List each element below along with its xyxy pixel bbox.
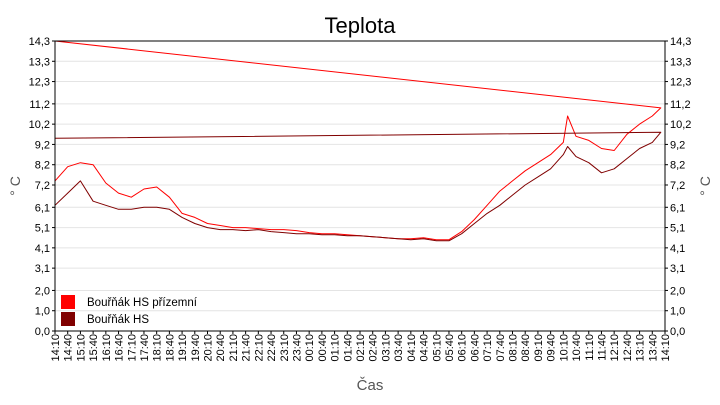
x-tick-label: 12:10 — [609, 334, 621, 362]
y-tick-label-right: 13,3 — [670, 56, 691, 68]
x-tick-label: 01:40 — [342, 334, 354, 362]
y-tick-label-right: 2,0 — [670, 285, 685, 297]
y-tick-label-right: 10,2 — [670, 119, 691, 131]
y-tick-label-left: 11,2 — [29, 99, 50, 111]
x-tick-label: 19:40 — [190, 334, 202, 362]
y-axis-label-right: ° C — [697, 176, 713, 196]
y-tick-label-right: 5,1 — [670, 223, 685, 235]
x-tick-label: 10:40 — [571, 334, 583, 362]
y-tick-label-right: 8,2 — [670, 160, 685, 172]
x-tick-label: 16:10 — [101, 334, 113, 362]
y-tick-label-left: 7,2 — [35, 180, 50, 192]
x-tick-label: 06:10 — [457, 334, 469, 362]
x-tick-label: 20:10 — [203, 334, 215, 362]
x-tick-label: 10:10 — [558, 334, 570, 362]
x-tick-label: 22:40 — [266, 334, 278, 362]
legend: Bouřňák HS přízemní Bouřňák HS — [61, 295, 198, 326]
y-tick-label-left: 6,1 — [35, 202, 50, 214]
x-tick-label: 05:40 — [444, 334, 456, 362]
y-tick-label-left: 10,2 — [29, 119, 50, 131]
y-tick-label-left: 13,3 — [29, 56, 50, 68]
x-tick-label: 04:10 — [406, 334, 418, 362]
legend-label: Bouřňák HS — [87, 314, 149, 326]
y-tick-label-right: 3,1 — [670, 263, 685, 275]
x-tick-label: 22:10 — [253, 334, 265, 362]
x-tick-label: 14:10 — [50, 334, 62, 362]
x-tick-label: 12:40 — [622, 334, 634, 362]
x-tick-label: 23:10 — [279, 334, 291, 362]
y-tick-label-right: 6,1 — [670, 202, 685, 214]
y-tick-label-right: 11,2 — [670, 99, 691, 111]
x-tick-label: 03:10 — [380, 334, 392, 362]
legend-swatch — [61, 295, 75, 309]
y-tick-label-left: 2,0 — [35, 285, 50, 297]
x-tick-label: 06:40 — [469, 334, 481, 362]
y-tick-label-left: 5,1 — [35, 223, 50, 235]
y-tick-label-right: 1,0 — [670, 306, 685, 318]
x-tick-label: 11:10 — [584, 334, 596, 361]
y-axis-label-left: ° C — [7, 176, 23, 196]
y-tick-label-left: 3,1 — [35, 263, 50, 275]
x-tick-label: 13:10 — [635, 334, 647, 362]
x-tick-label: 01:10 — [330, 334, 342, 362]
x-tick-label: 23:40 — [291, 334, 303, 362]
x-tick-label: 15:40 — [88, 334, 100, 362]
legend-swatch — [61, 312, 75, 326]
y-tick-label-left: 1,0 — [35, 306, 50, 318]
x-tick-label: 14:10 — [660, 334, 672, 362]
x-tick-label: 13:40 — [647, 334, 659, 362]
y-tick-label-left: 12,3 — [29, 77, 50, 89]
y-tick-label-left: 4,1 — [35, 243, 50, 255]
x-tick-label: 20:40 — [215, 334, 227, 362]
x-tick-label: 04:40 — [419, 334, 431, 362]
x-tick-label: 11:40 — [596, 334, 608, 361]
x-tick-label: 17:40 — [139, 334, 151, 362]
y-tick-label-right: 7,2 — [670, 180, 685, 192]
x-tick-label: 09:40 — [546, 334, 558, 362]
x-tick-label: 02:10 — [355, 334, 367, 362]
x-tick-label: 15:10 — [75, 334, 87, 362]
legend-label: Bouřňák HS přízemní — [87, 297, 198, 309]
y-tick-label-left: 8,2 — [35, 160, 50, 172]
x-tick-label: 00:10 — [304, 334, 316, 362]
chart-title: Teplota — [325, 13, 397, 38]
x-tick-label: 08:40 — [520, 334, 532, 362]
x-tick-label: 21:40 — [241, 334, 253, 362]
x-tick-label: 07:10 — [482, 334, 494, 362]
x-tick-label: 03:40 — [393, 334, 405, 362]
x-tick-label: 19:10 — [177, 334, 189, 362]
x-tick-label: 14:40 — [63, 334, 75, 362]
x-tick-label: 02:40 — [368, 334, 380, 362]
x-tick-label: 18:10 — [152, 334, 164, 362]
x-tick-label: 17:10 — [126, 334, 138, 362]
y-tick-label-right: 0,0 — [670, 326, 685, 338]
x-tick-label: 18:40 — [164, 334, 176, 362]
x-tick-label: 07:40 — [495, 334, 507, 362]
x-axis-label: Čas — [357, 377, 384, 394]
x-tick-label: 08:10 — [508, 334, 520, 362]
axes: 0,0 0,0 1,0 1,0 2,0 2,0 3,1 3,1 4,1 4,1 5,1 5,1 6,1 6… — [29, 36, 692, 362]
x-tick-label: 09:10 — [533, 334, 545, 362]
x-tick-label: 00:40 — [317, 334, 329, 362]
series-lines — [54, 40, 662, 242]
y-tick-label-left: 0,0 — [35, 326, 50, 338]
x-tick-label: 21:10 — [228, 334, 240, 362]
y-tick-label-right: 12,3 — [670, 77, 691, 89]
y-tick-label-right: 14,3 — [670, 36, 691, 48]
y-tick-label-right: 4,1 — [670, 243, 685, 255]
x-tick-label: 05:10 — [431, 334, 443, 362]
x-tick-label: 16:40 — [114, 334, 126, 362]
y-tick-label-left: 9,2 — [35, 139, 50, 151]
y-tick-label-right: 9,2 — [670, 139, 685, 151]
y-tick-label-left: 14,3 — [29, 36, 50, 48]
series-line-1 — [54, 131, 662, 242]
